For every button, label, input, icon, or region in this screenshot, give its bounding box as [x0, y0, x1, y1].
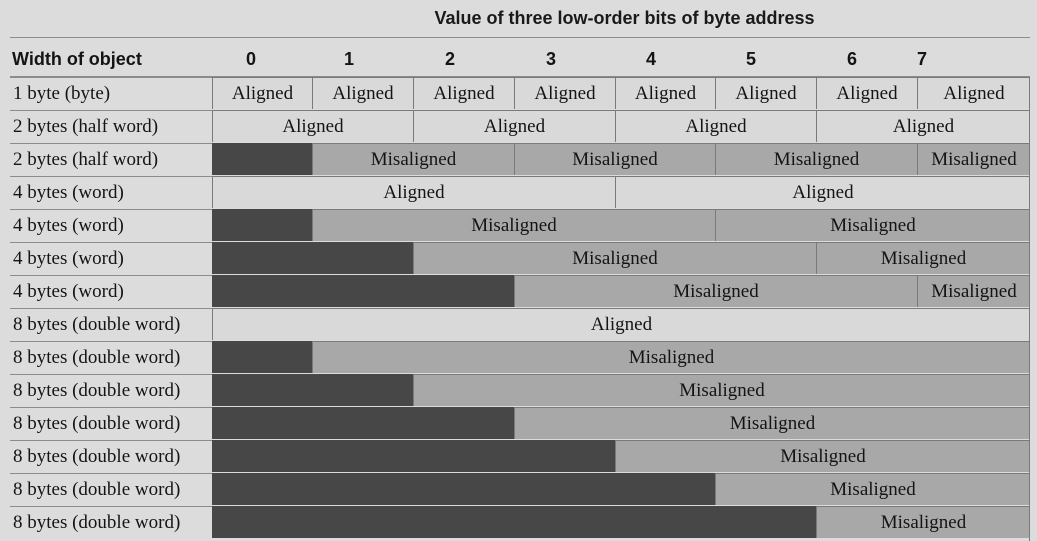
grid-right-border: [1029, 77, 1030, 541]
unused-cell: [212, 374, 413, 406]
misaligned-cell: Misaligned: [816, 242, 1030, 274]
row-label: 1 byte (byte): [10, 77, 212, 109]
width-column-header: Width of object: [12, 49, 142, 69]
row-label: 2 bytes (half word): [10, 110, 212, 142]
misaligned-cell: Misaligned: [615, 440, 1030, 472]
offset-header-5: 5: [745, 49, 757, 69]
row-label: 4 bytes (word): [10, 242, 212, 274]
aligned-cell: Aligned: [514, 77, 615, 109]
aligned-cell: Aligned: [413, 77, 514, 109]
misaligned-cell: Misaligned: [715, 209, 1030, 241]
offset-header-2: 2: [444, 49, 456, 69]
unused-cell: [212, 275, 514, 307]
offset-header-4: 4: [645, 49, 657, 69]
misaligned-cell: Misaligned: [312, 209, 715, 241]
unused-cell: [212, 341, 312, 373]
offset-header-0: 0: [245, 49, 257, 69]
unused-cell: [212, 143, 312, 175]
row-label: 8 bytes (double word): [10, 440, 212, 472]
row-label: 4 bytes (word): [10, 275, 212, 307]
misaligned-cell: Misaligned: [312, 341, 1030, 373]
offset-header-1: 1: [343, 49, 355, 69]
aligned-cell: Aligned: [816, 77, 917, 109]
row-label: 4 bytes (word): [10, 209, 212, 241]
row-label: 8 bytes (double word): [10, 473, 212, 505]
row-label: 4 bytes (word): [10, 176, 212, 208]
offset-header-7: 7: [916, 49, 928, 69]
misaligned-cell: Misaligned: [514, 143, 715, 175]
aligned-cell: Aligned: [413, 110, 615, 142]
unused-cell: [212, 473, 715, 505]
aligned-cell: Aligned: [615, 110, 816, 142]
aligned-cell: Aligned: [212, 176, 615, 208]
aligned-cell: Aligned: [816, 110, 1030, 142]
aligned-cell: Aligned: [212, 77, 312, 109]
row-label: 8 bytes (double word): [10, 506, 212, 538]
misaligned-cell: Misaligned: [917, 143, 1030, 175]
unused-cell: [212, 506, 816, 538]
misaligned-cell: Misaligned: [413, 242, 816, 274]
aligned-cell: Aligned: [917, 77, 1030, 109]
row-label: 8 bytes (double word): [10, 308, 212, 340]
aligned-cell: Aligned: [715, 77, 816, 109]
unused-cell: [212, 440, 615, 472]
aligned-cell: Aligned: [212, 110, 413, 142]
unused-cell: [212, 242, 413, 274]
aligned-cell: Aligned: [312, 77, 413, 109]
misaligned-cell: Misaligned: [514, 275, 917, 307]
misaligned-cell: Misaligned: [715, 143, 917, 175]
unused-cell: [212, 407, 514, 439]
row-label: 8 bytes (double word): [10, 407, 212, 439]
header-divider: [10, 76, 1030, 77]
misaligned-cell: Misaligned: [816, 506, 1030, 538]
aligned-cell: Aligned: [615, 176, 1030, 208]
row-label: 8 bytes (double word): [10, 341, 212, 373]
title-divider: [10, 37, 1030, 38]
diagram-title: Value of three low-order bits of byte ad…: [434, 8, 815, 28]
misaligned-cell: Misaligned: [312, 143, 514, 175]
offset-header-6: 6: [846, 49, 858, 69]
row-label: 8 bytes (double word): [10, 374, 212, 406]
misaligned-cell: Misaligned: [514, 407, 1030, 439]
misaligned-cell: Misaligned: [413, 374, 1030, 406]
unused-cell: [212, 209, 312, 241]
aligned-cell: Aligned: [212, 308, 1030, 340]
misaligned-cell: Misaligned: [917, 275, 1030, 307]
offset-header-3: 3: [545, 49, 557, 69]
row-label: 2 bytes (half word): [10, 143, 212, 175]
misaligned-cell: Misaligned: [715, 473, 1030, 505]
aligned-cell: Aligned: [615, 77, 715, 109]
